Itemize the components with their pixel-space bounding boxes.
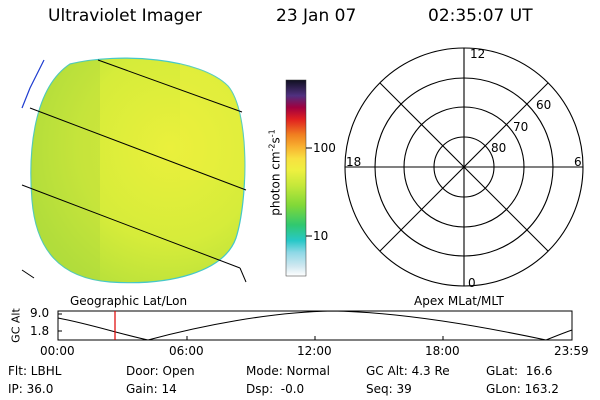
date-label: 23 Jan 07 bbox=[276, 6, 357, 26]
altitude-ylabel: GC Alt bbox=[9, 308, 23, 343]
right-panel-label: Apex MLat/MLT bbox=[414, 294, 504, 308]
colorbar-tick-10: 10 bbox=[313, 229, 329, 243]
mlt-label-12: 12 bbox=[470, 47, 486, 61]
uv-disk-image bbox=[30, 57, 246, 284]
colorbar-unit-label: photon cm-2s-1 bbox=[268, 98, 283, 248]
status-mode: Mode: Normal bbox=[246, 364, 330, 378]
lat-label-60: 60 bbox=[536, 98, 552, 112]
altitude-plot-frame bbox=[57, 310, 573, 341]
status-seq: Seq: 39 bbox=[366, 382, 412, 396]
polar-grid bbox=[344, 47, 584, 287]
mlt-label-6: 6 bbox=[574, 155, 582, 169]
altitude-ytick-9: 9.0 bbox=[30, 306, 50, 320]
altitude-curve bbox=[57, 310, 573, 341]
mlt-label-0: 0 bbox=[468, 276, 476, 290]
left-panel-label: Geographic Lat/Lon bbox=[70, 294, 188, 308]
colorbar-unit-exp2: -1 bbox=[267, 129, 277, 138]
lat-label-80: 80 bbox=[491, 141, 507, 155]
lat-label-70: 70 bbox=[513, 120, 529, 134]
status-glon: GLon: 163.2 bbox=[486, 382, 559, 396]
colorbar-tick-100: 100 bbox=[313, 141, 336, 155]
colorbar bbox=[285, 79, 307, 277]
time-tick-0600: 06:00 bbox=[169, 344, 204, 358]
time-tick-1800: 18:00 bbox=[425, 344, 460, 358]
geographic-grid-lines bbox=[21, 59, 247, 283]
status-door: Door: Open bbox=[126, 364, 195, 378]
status-ip: IP: 36.0 bbox=[8, 382, 54, 396]
status-dsp: Dsp: -0.0 bbox=[246, 382, 305, 396]
time-tick-1200: 12:00 bbox=[297, 344, 332, 358]
colorbar-unit-text: photon cm bbox=[268, 151, 283, 216]
colorbar-unit-exp1: -2 bbox=[267, 143, 277, 152]
instrument-title: Ultraviolet Imager bbox=[48, 6, 202, 26]
colorbar-unit-s: s bbox=[268, 137, 283, 144]
mlt-label-18: 18 bbox=[346, 155, 362, 169]
status-glat: GLat: 16.6 bbox=[486, 364, 553, 378]
time-tick-0000: 00:00 bbox=[40, 344, 75, 358]
status-gcalt: GC Alt: 4.3 Re bbox=[366, 364, 450, 378]
status-flt: Flt: LBHL bbox=[8, 364, 62, 378]
altitude-ytick-1-8: 1.8 bbox=[30, 324, 50, 338]
orbit-track-segment bbox=[21, 59, 45, 109]
time-label: 02:35:07 UT bbox=[428, 6, 533, 26]
status-gain: Gain: 14 bbox=[126, 382, 177, 396]
time-tick-2359: 23:59 bbox=[554, 344, 589, 358]
